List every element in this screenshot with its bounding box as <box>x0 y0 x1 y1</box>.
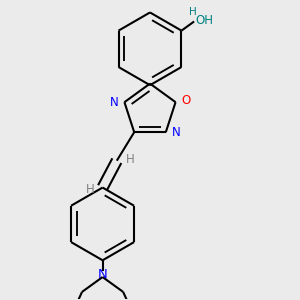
Text: O: O <box>181 94 190 107</box>
Text: H: H <box>126 153 135 166</box>
Text: N: N <box>110 96 119 109</box>
Text: H: H <box>189 7 196 17</box>
Text: N: N <box>98 268 107 281</box>
Text: H: H <box>86 183 95 196</box>
Text: OH: OH <box>196 14 214 27</box>
Text: N: N <box>172 126 180 139</box>
